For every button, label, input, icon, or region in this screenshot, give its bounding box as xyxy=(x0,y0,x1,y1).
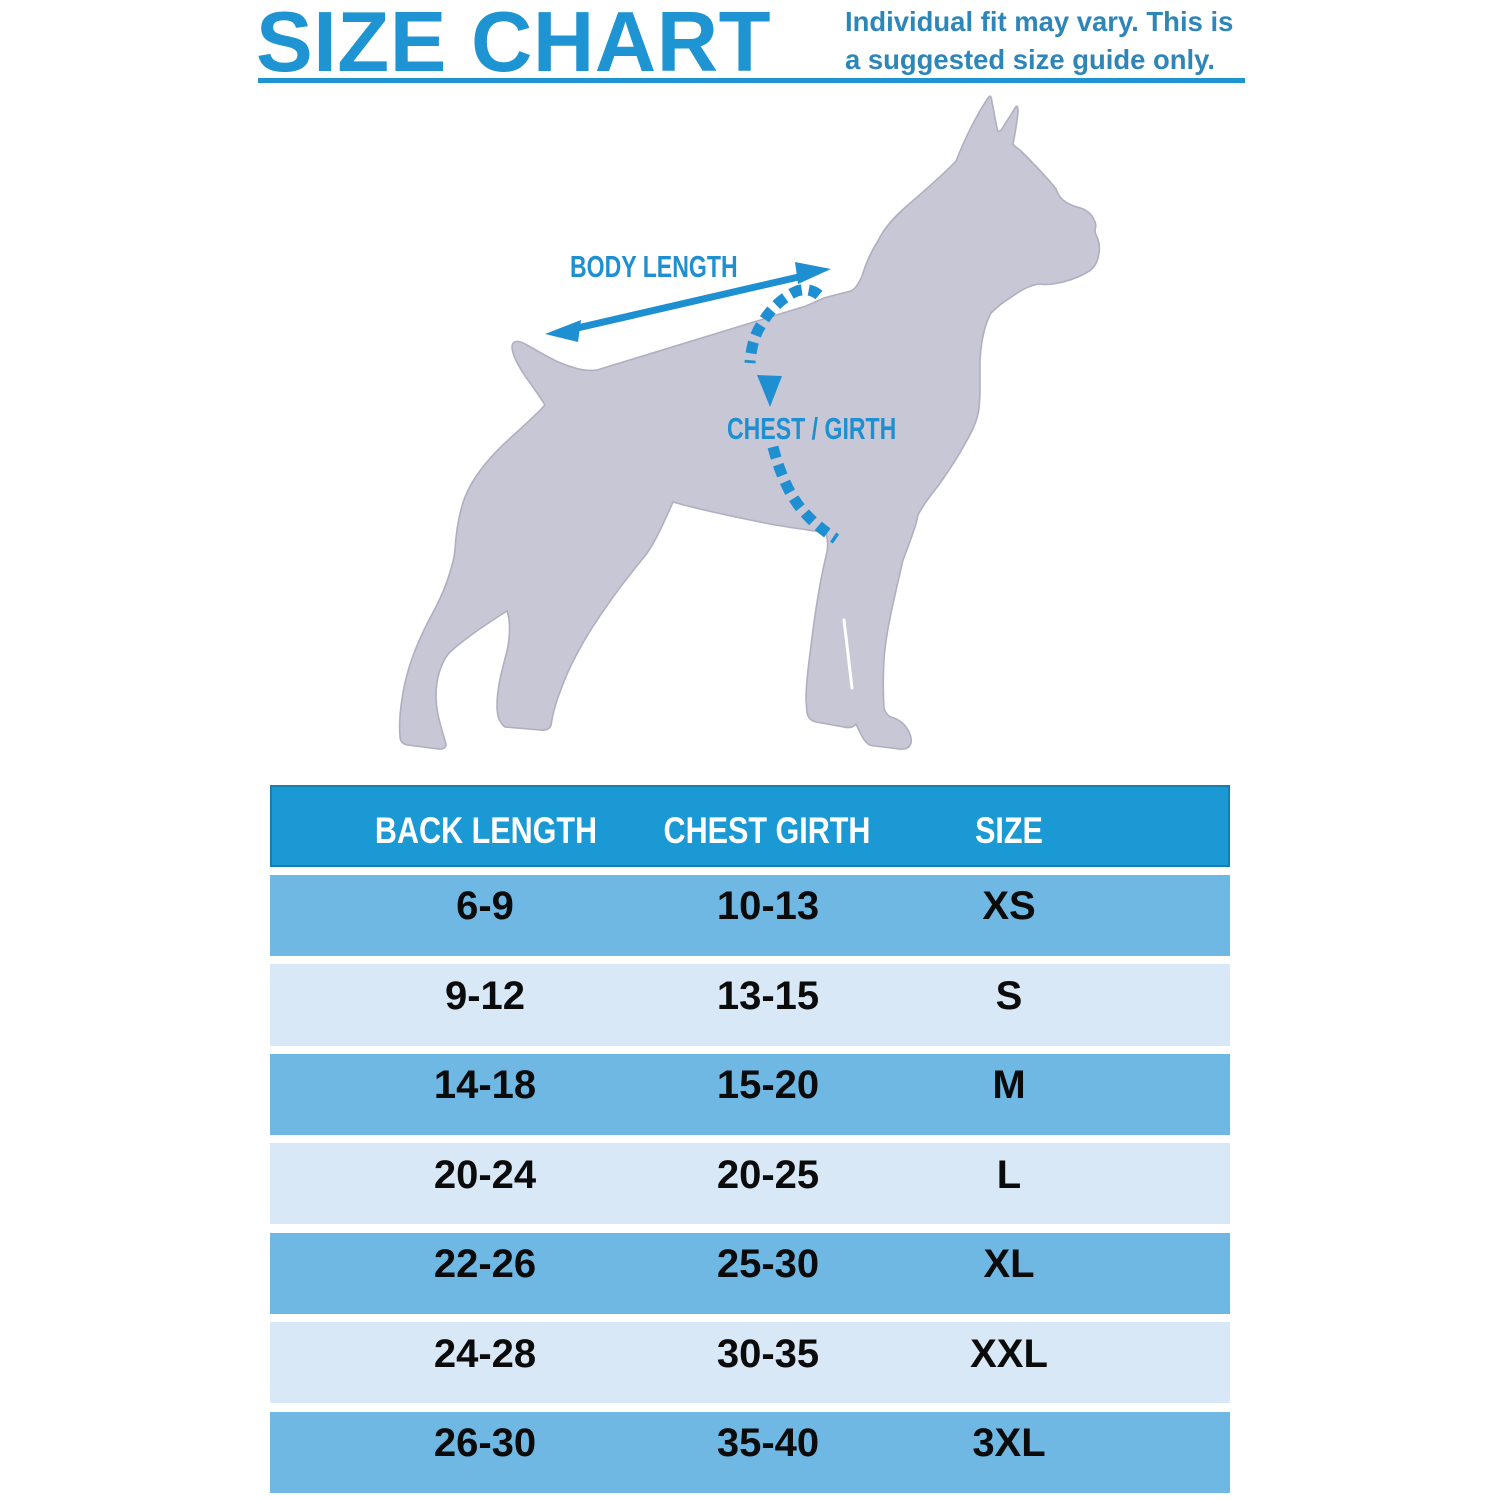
svg-text:BODY LENGTH: BODY LENGTH xyxy=(570,249,738,284)
svg-text:CHEST / GIRTH: CHEST / GIRTH xyxy=(727,411,896,446)
